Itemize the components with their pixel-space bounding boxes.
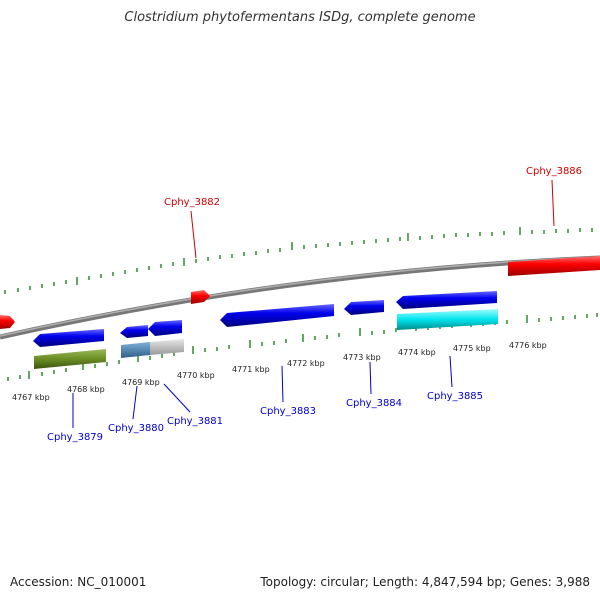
- gene-label-cphy-3880[interactable]: Cphy_3880: [108, 423, 164, 434]
- gene-arrow-cphy-3879[interactable]: [33, 329, 104, 347]
- gene-arrow-cphy-3882[interactable]: [191, 290, 210, 304]
- accession-text: Accession: NC_010001: [10, 575, 147, 589]
- leader-cphy-3882: [190, 210, 197, 259]
- gene-label-cphy-3884[interactable]: Cphy_3884: [346, 398, 402, 409]
- gene-label-cphy-3883[interactable]: Cphy_3883: [260, 406, 316, 417]
- kbp-label-4774: 4774 kbp: [398, 348, 436, 357]
- outer-tick-row: [4, 227, 593, 294]
- kbp-label-4776: 4776 kbp: [509, 341, 547, 350]
- feature-bar-cyan[interactable]: [397, 309, 498, 330]
- kbp-label-4770: 4770 kbp: [177, 371, 215, 380]
- gene-arrow-cphy-3885[interactable]: [396, 291, 497, 309]
- feature-bar-gray[interactable]: [150, 339, 184, 355]
- kbp-label-4771: 4771 kbp: [232, 365, 270, 374]
- kbp-label-4767: 4767 kbp: [12, 393, 50, 402]
- gene-arrow-cphy-3881[interactable]: [148, 320, 182, 336]
- leader-cphy-3883: [281, 365, 284, 403]
- feature-bar-steel[interactable]: [121, 342, 150, 358]
- topology-text: Topology: circular; Length: 4,847,594 bp…: [260, 575, 590, 589]
- leader-cphy-3886: [551, 179, 555, 227]
- gene-label-cphy-3879[interactable]: Cphy_3879: [47, 432, 103, 443]
- kbp-label-4773: 4773 kbp: [343, 353, 381, 362]
- gene-label-cphy-3886[interactable]: Cphy_3886: [526, 166, 582, 177]
- kbp-label-4769: 4769 kbp: [122, 378, 160, 387]
- gene-label-cphy-3881[interactable]: Cphy_3881: [167, 416, 223, 427]
- kbp-label-4775: 4775 kbp: [453, 344, 491, 353]
- gene-label-cphy-3882[interactable]: Cphy_3882: [164, 197, 220, 208]
- gene-arrow-cphy-3880[interactable]: [120, 325, 148, 338]
- map-title: Clostridium phytofermentans ISDg, comple…: [124, 10, 476, 25]
- leader-cphy-3885: [449, 355, 453, 388]
- kbp-label-4772: 4772 kbp: [287, 359, 325, 368]
- kbp-label-4768: 4768 kbp: [67, 385, 105, 394]
- leader-cphy-3881: [163, 383, 191, 413]
- leader-cphy-3880: [132, 385, 138, 420]
- gene-arrow-cphy-3884[interactable]: [344, 300, 384, 315]
- gene-arrow-cphy-3883[interactable]: [220, 304, 334, 327]
- leader-cphy-3884: [369, 361, 372, 395]
- gene-arrow-left-edge[interactable]: [0, 315, 15, 329]
- gene-label-cphy-3885[interactable]: Cphy_3885: [427, 391, 483, 402]
- gene-arrow-cphy-3886[interactable]: [508, 256, 600, 276]
- feature-bar-green[interactable]: [34, 349, 106, 369]
